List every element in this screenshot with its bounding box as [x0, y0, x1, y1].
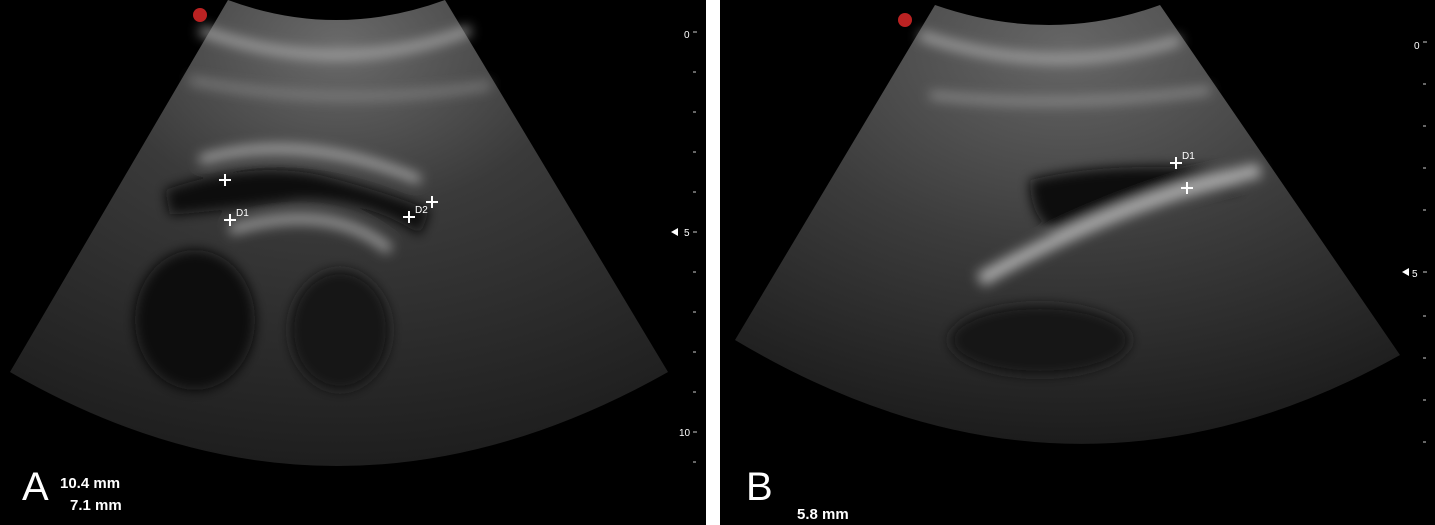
tissue-a: [135, 26, 491, 390]
marker-label: D2: [415, 205, 428, 216]
tissue-b: [918, 31, 1262, 375]
measurement: 10.4 mm: [60, 475, 120, 492]
logo: [193, 8, 207, 22]
panel-label: A: [22, 465, 49, 509]
depth-label: 5: [684, 228, 690, 239]
measurement: 5.8 mm: [797, 506, 849, 523]
depth-scale-b: [1402, 41, 1427, 443]
calipers-a: [219, 174, 438, 226]
calipers-b: [1170, 157, 1193, 194]
panel-label: B: [746, 465, 773, 509]
marker-label: D1: [1182, 151, 1195, 162]
depth-scale-a: [671, 31, 697, 463]
depth-label: 0: [1414, 41, 1420, 52]
depth-label: 10: [679, 428, 691, 439]
logo: [898, 13, 912, 27]
depth-label: 5: [1412, 269, 1418, 280]
marker-label: D1: [236, 208, 249, 219]
measurement: 7.1 mm: [70, 497, 122, 514]
depth-label: 0: [684, 30, 690, 41]
